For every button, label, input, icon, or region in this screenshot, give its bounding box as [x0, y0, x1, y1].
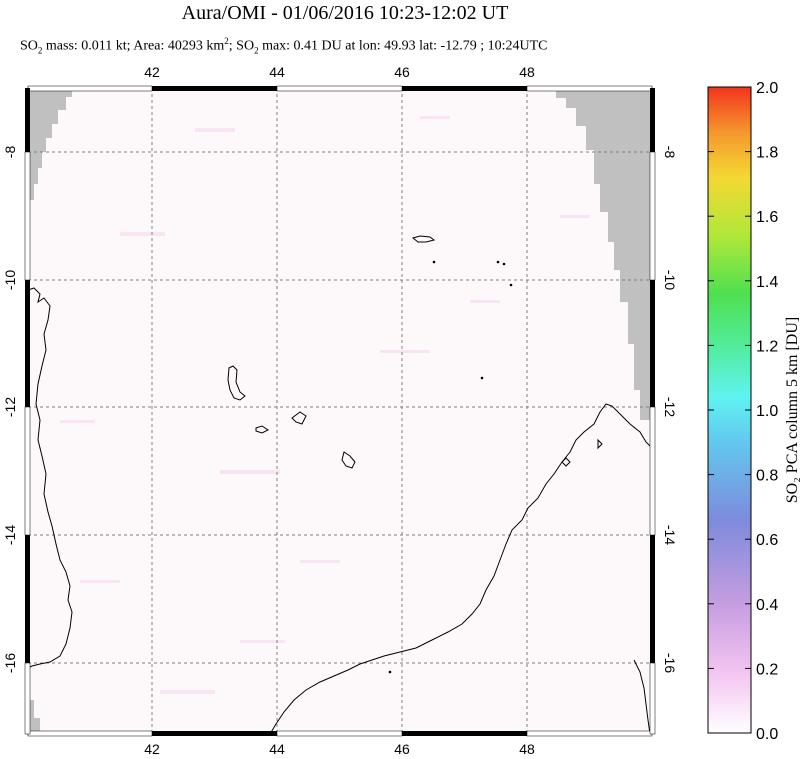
colorbar-tick-label: 0.0	[756, 726, 778, 743]
map-title: Aura/OMI - 01/06/2016 10:23-12:02 UT	[181, 2, 509, 24]
lon-label: 42	[144, 64, 160, 80]
colorbar-tick-label: 0.2	[756, 661, 778, 678]
nodata-left-bottom	[28, 700, 40, 734]
colorbar-tick-label: 0.6	[756, 532, 778, 549]
lon-labels-bottom: 42 44 46 48	[144, 741, 535, 757]
lat-label: -8	[2, 146, 18, 159]
comoros-moheli	[255, 425, 269, 434]
colorbar-gradient	[707, 86, 752, 734]
lon-label: 44	[269, 741, 285, 757]
frame-scale-bars	[24, 85, 656, 737]
coast-madagascar	[269, 403, 652, 734]
madagascar-north-islet	[597, 438, 603, 450]
map-panel	[28, 88, 652, 734]
map-subtitle: SO2 mass: 0.011 kt; Area: 40293 km2; SO2…	[20, 36, 548, 56]
map-background	[28, 88, 652, 734]
lat-labels-right: -8 -10 -12 -14 -16	[662, 146, 678, 674]
lat-labels-left: -8 -10 -12 -14 -16	[2, 146, 18, 674]
colorbar-title: SO₂ PCA column 5 km [DU]	[784, 317, 801, 503]
comoros-grande	[227, 365, 246, 401]
lon-labels-top: 42 44 46 48	[144, 64, 535, 80]
coast-africa	[28, 287, 73, 669]
lon-label: 42	[144, 741, 160, 757]
lon-label: 46	[394, 741, 410, 757]
lat-label: -16	[662, 653, 678, 673]
lat-label: -12	[2, 397, 18, 417]
lon-label: 46	[394, 64, 410, 80]
colorbar-tick-label: 1.8	[756, 145, 778, 162]
lat-label: -8	[662, 146, 678, 159]
colorbar-tick-label: 1.2	[756, 338, 778, 355]
colorbar-tick-label: 0.4	[756, 597, 778, 614]
lat-label: -10	[2, 270, 18, 290]
small-islands	[388, 260, 513, 674]
lat-label: -12	[662, 397, 678, 417]
mayotte	[341, 451, 356, 469]
colorbar-tick-label: 1.0	[756, 403, 778, 420]
colorbar-tick-label: 1.6	[756, 209, 778, 226]
colorbar-tick-label: 2.0	[756, 80, 778, 97]
so2-noise	[60, 116, 590, 694]
comoros-anjouan	[291, 411, 307, 425]
colorbar-tick-label: 0.8	[756, 468, 778, 485]
colorbar-ticks	[708, 86, 751, 734]
coastlines	[28, 235, 652, 734]
colorbar: 2.0 1.8 1.6 1.4 1.2 1.0 0.8 0.6 0.4 0.2 …	[707, 80, 801, 743]
lat-label: -14	[2, 525, 18, 545]
graticule	[28, 88, 652, 734]
nodata-left	[28, 88, 72, 220]
coast-madagascar-se	[633, 659, 651, 734]
lon-label: 44	[269, 64, 285, 80]
nodata-right	[556, 88, 652, 420]
nosy-be	[561, 457, 571, 467]
colorbar-tick-labels: 2.0 1.8 1.6 1.4 1.2 1.0 0.8 0.6 0.4 0.2 …	[756, 80, 778, 743]
lon-label: 48	[519, 741, 535, 757]
lat-label: -14	[662, 525, 678, 545]
lon-label: 48	[519, 64, 535, 80]
lat-label: -16	[2, 653, 18, 673]
colorbar-tick-label: 1.4	[756, 274, 778, 291]
lat-label: -10	[662, 270, 678, 290]
aldabra	[411, 235, 436, 243]
